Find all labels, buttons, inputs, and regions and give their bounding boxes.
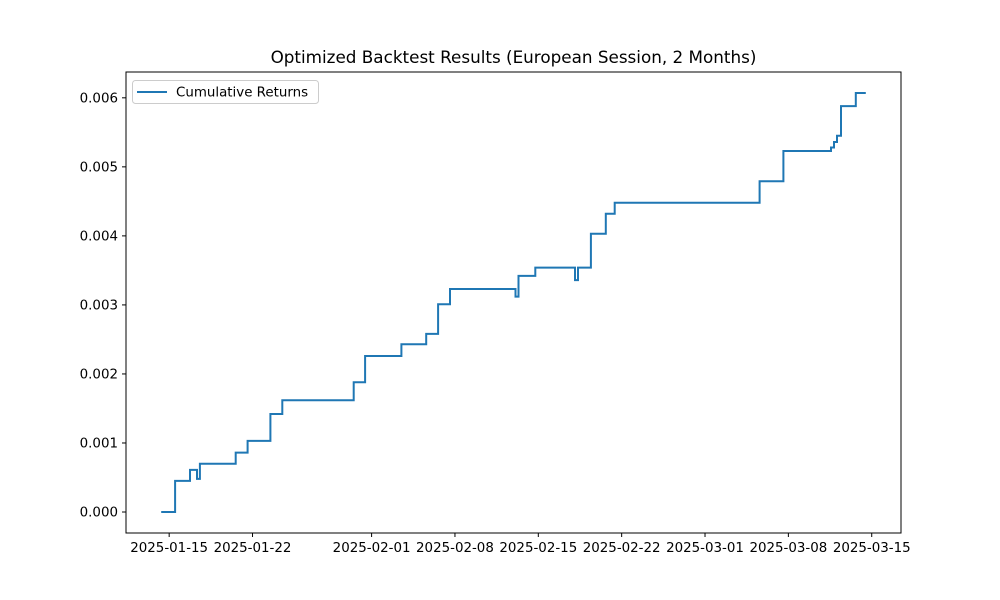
x-tick-label: 2025-01-15 (130, 541, 208, 556)
x-tick-label: 2025-02-15 (499, 541, 577, 556)
y-tick-label: 0.005 (80, 160, 118, 175)
cumulative-returns-line (161, 92, 866, 513)
x-tick-label: 2025-02-08 (416, 541, 494, 556)
chart-title: Optimized Backtest Results (European Ses… (271, 47, 757, 67)
axes-spines (125, 71, 902, 534)
y-tick-label: 0.006 (80, 91, 118, 106)
y-tick-label: 0.004 (80, 229, 118, 244)
x-tick-label: 2025-03-01 (666, 541, 744, 556)
x-axis: 2025-01-15 2025-01-22 2025-02-01 2025-02-08… (130, 533, 911, 556)
x-tick-label: 2025-02-01 (333, 541, 411, 556)
y-tick-label: 0.000 (80, 506, 118, 521)
x-tick-label: 2025-03-08 (749, 541, 827, 556)
y-axis: 0.000 0.001 0.002 0.003 0.004 0.005 0.006 (80, 91, 126, 521)
x-tick-label: 2025-03-15 (833, 541, 911, 556)
y-tick-label: 0.002 (80, 367, 118, 382)
legend: Cumulative Returns (132, 80, 319, 104)
legend-box (132, 80, 319, 104)
y-tick-label: 0.001 (80, 436, 118, 451)
x-tick-label: 2025-02-22 (583, 541, 661, 556)
plot-area (126, 72, 901, 533)
x-tick-label: 2025-01-22 (214, 541, 292, 556)
legend-label: Cumulative Returns (176, 86, 308, 101)
y-tick-label: 0.003 (80, 298, 118, 313)
